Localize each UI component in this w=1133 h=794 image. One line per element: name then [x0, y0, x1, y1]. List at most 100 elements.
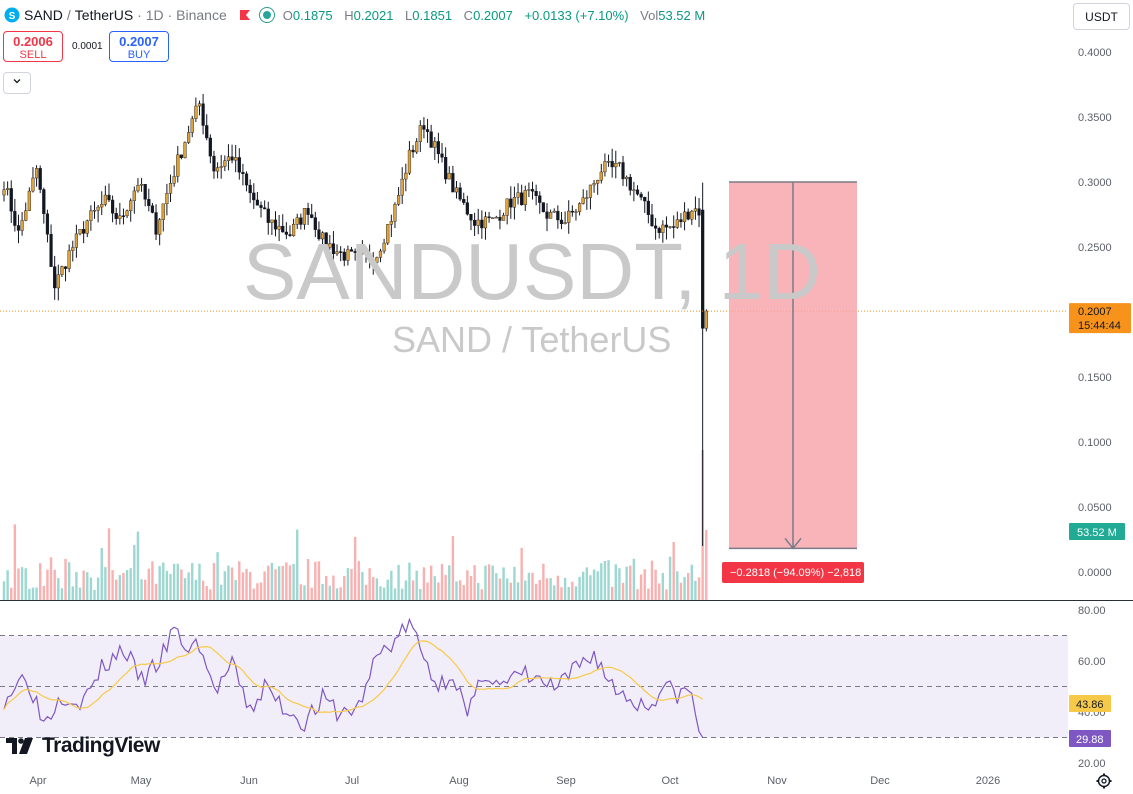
candle-body: [682, 211, 687, 223]
volume-bar: [42, 585, 46, 600]
volume-bar: [53, 569, 56, 600]
rsi-axis-label: 20.00: [1078, 758, 1106, 770]
volume-bar: [245, 568, 248, 600]
market-open-icon: [258, 7, 275, 23]
time-axis-label: Jun: [240, 775, 258, 787]
volume-bar: [596, 571, 599, 600]
volume-bar: [672, 541, 675, 600]
volume-bar: [524, 580, 527, 600]
candle-body: [654, 225, 658, 229]
candle-body: [96, 206, 100, 211]
buy-button[interactable]: 0.2007 BUY: [109, 31, 169, 62]
volume-bar: [154, 583, 158, 600]
candle-body: [541, 202, 545, 213]
volume-bar: [223, 571, 227, 600]
candle-body: [530, 189, 535, 192]
candle-body: [125, 210, 129, 217]
candle-body: [704, 310, 708, 329]
legend-quote: TetherUS: [74, 7, 134, 23]
volume-bar: [60, 588, 64, 600]
candle-body: [617, 162, 621, 164]
candle-body: [422, 125, 426, 130]
volume-bar: [505, 578, 509, 600]
candle-body: [462, 198, 466, 203]
candle-body: [197, 103, 202, 107]
volume-bar: [306, 558, 310, 600]
volume-bar: [491, 565, 494, 600]
candle-body: [82, 229, 86, 234]
volume-bar: [93, 589, 96, 600]
volume-bar: [172, 563, 176, 600]
volume-bar: [567, 587, 570, 600]
candle-body: [20, 220, 24, 231]
volume-bar: [299, 584, 303, 600]
candle-body: [150, 205, 155, 213]
candle-body: [60, 266, 64, 275]
volume-bar: [705, 530, 708, 600]
candle-body: [364, 252, 368, 254]
volume-bar: [679, 582, 683, 600]
volume-bar: [401, 588, 404, 600]
time-axis-label: May: [131, 775, 152, 787]
candle-body: [161, 203, 165, 220]
volume-bar: [209, 589, 212, 600]
change-value: +0.0133 (+7.10%): [524, 7, 629, 23]
candle-body: [577, 203, 582, 212]
flag-icon[interactable]: [239, 9, 251, 21]
volume-bar: [104, 567, 107, 600]
volume-bar: [658, 583, 661, 600]
legend-pair[interactable]: SAND: [24, 7, 63, 23]
candle-body: [469, 214, 473, 221]
candle-body: [328, 243, 332, 248]
candle-body: [263, 207, 267, 210]
candle-body: [100, 203, 104, 208]
candle-body: [697, 208, 701, 216]
candle-body: [234, 157, 238, 161]
last-price-label: 0.2007: [1078, 306, 1112, 318]
candle-body: [324, 232, 328, 248]
currency-selector[interactable]: USDT: [1073, 3, 1130, 30]
volume-bar: [592, 569, 596, 600]
price-axis-label: 0.4000: [1078, 47, 1112, 59]
candle-body: [194, 105, 198, 119]
volume-bar: [288, 565, 292, 600]
candle-body: [306, 208, 310, 215]
candle-body: [252, 192, 256, 201]
volume-bar: [346, 568, 350, 600]
volume-bar: [256, 583, 259, 600]
volume-bar: [498, 578, 502, 600]
candle-body: [509, 198, 513, 208]
volume-bar: [610, 586, 614, 600]
volume-bar: [411, 580, 415, 600]
volume-bar: [549, 578, 552, 600]
volume-bar: [31, 587, 35, 600]
collapse-legend-button[interactable]: [3, 72, 31, 94]
tradingview-logo[interactable]: TradingView: [6, 734, 160, 758]
candle-body: [143, 184, 147, 200]
candle-body: [205, 125, 209, 139]
candle-body: [675, 219, 679, 228]
candle-body: [292, 224, 296, 236]
candle-body: [212, 155, 216, 172]
volume-bar: [419, 589, 422, 600]
gear-icon[interactable]: [1096, 773, 1112, 789]
candle-body: [2, 189, 6, 196]
volume-bar: [560, 587, 563, 600]
volume-bar: [585, 567, 589, 600]
candle-body: [635, 189, 640, 195]
candle-body: [491, 217, 495, 219]
volume-bar: [462, 585, 465, 600]
volume-bar: [303, 585, 306, 600]
volume-bar: [451, 536, 455, 600]
watermark-symbol: SANDUSDT, 1D: [243, 227, 821, 316]
sell-button[interactable]: 0.2006 SELL: [3, 31, 63, 62]
candle-body: [476, 219, 480, 226]
candle-body: [538, 195, 542, 203]
volume-bar: [321, 584, 324, 600]
candle-body: [447, 172, 451, 180]
volume-bar: [495, 573, 498, 600]
candle-body: [407, 149, 412, 174]
candle-body: [454, 187, 459, 193]
candle-body: [331, 243, 336, 255]
